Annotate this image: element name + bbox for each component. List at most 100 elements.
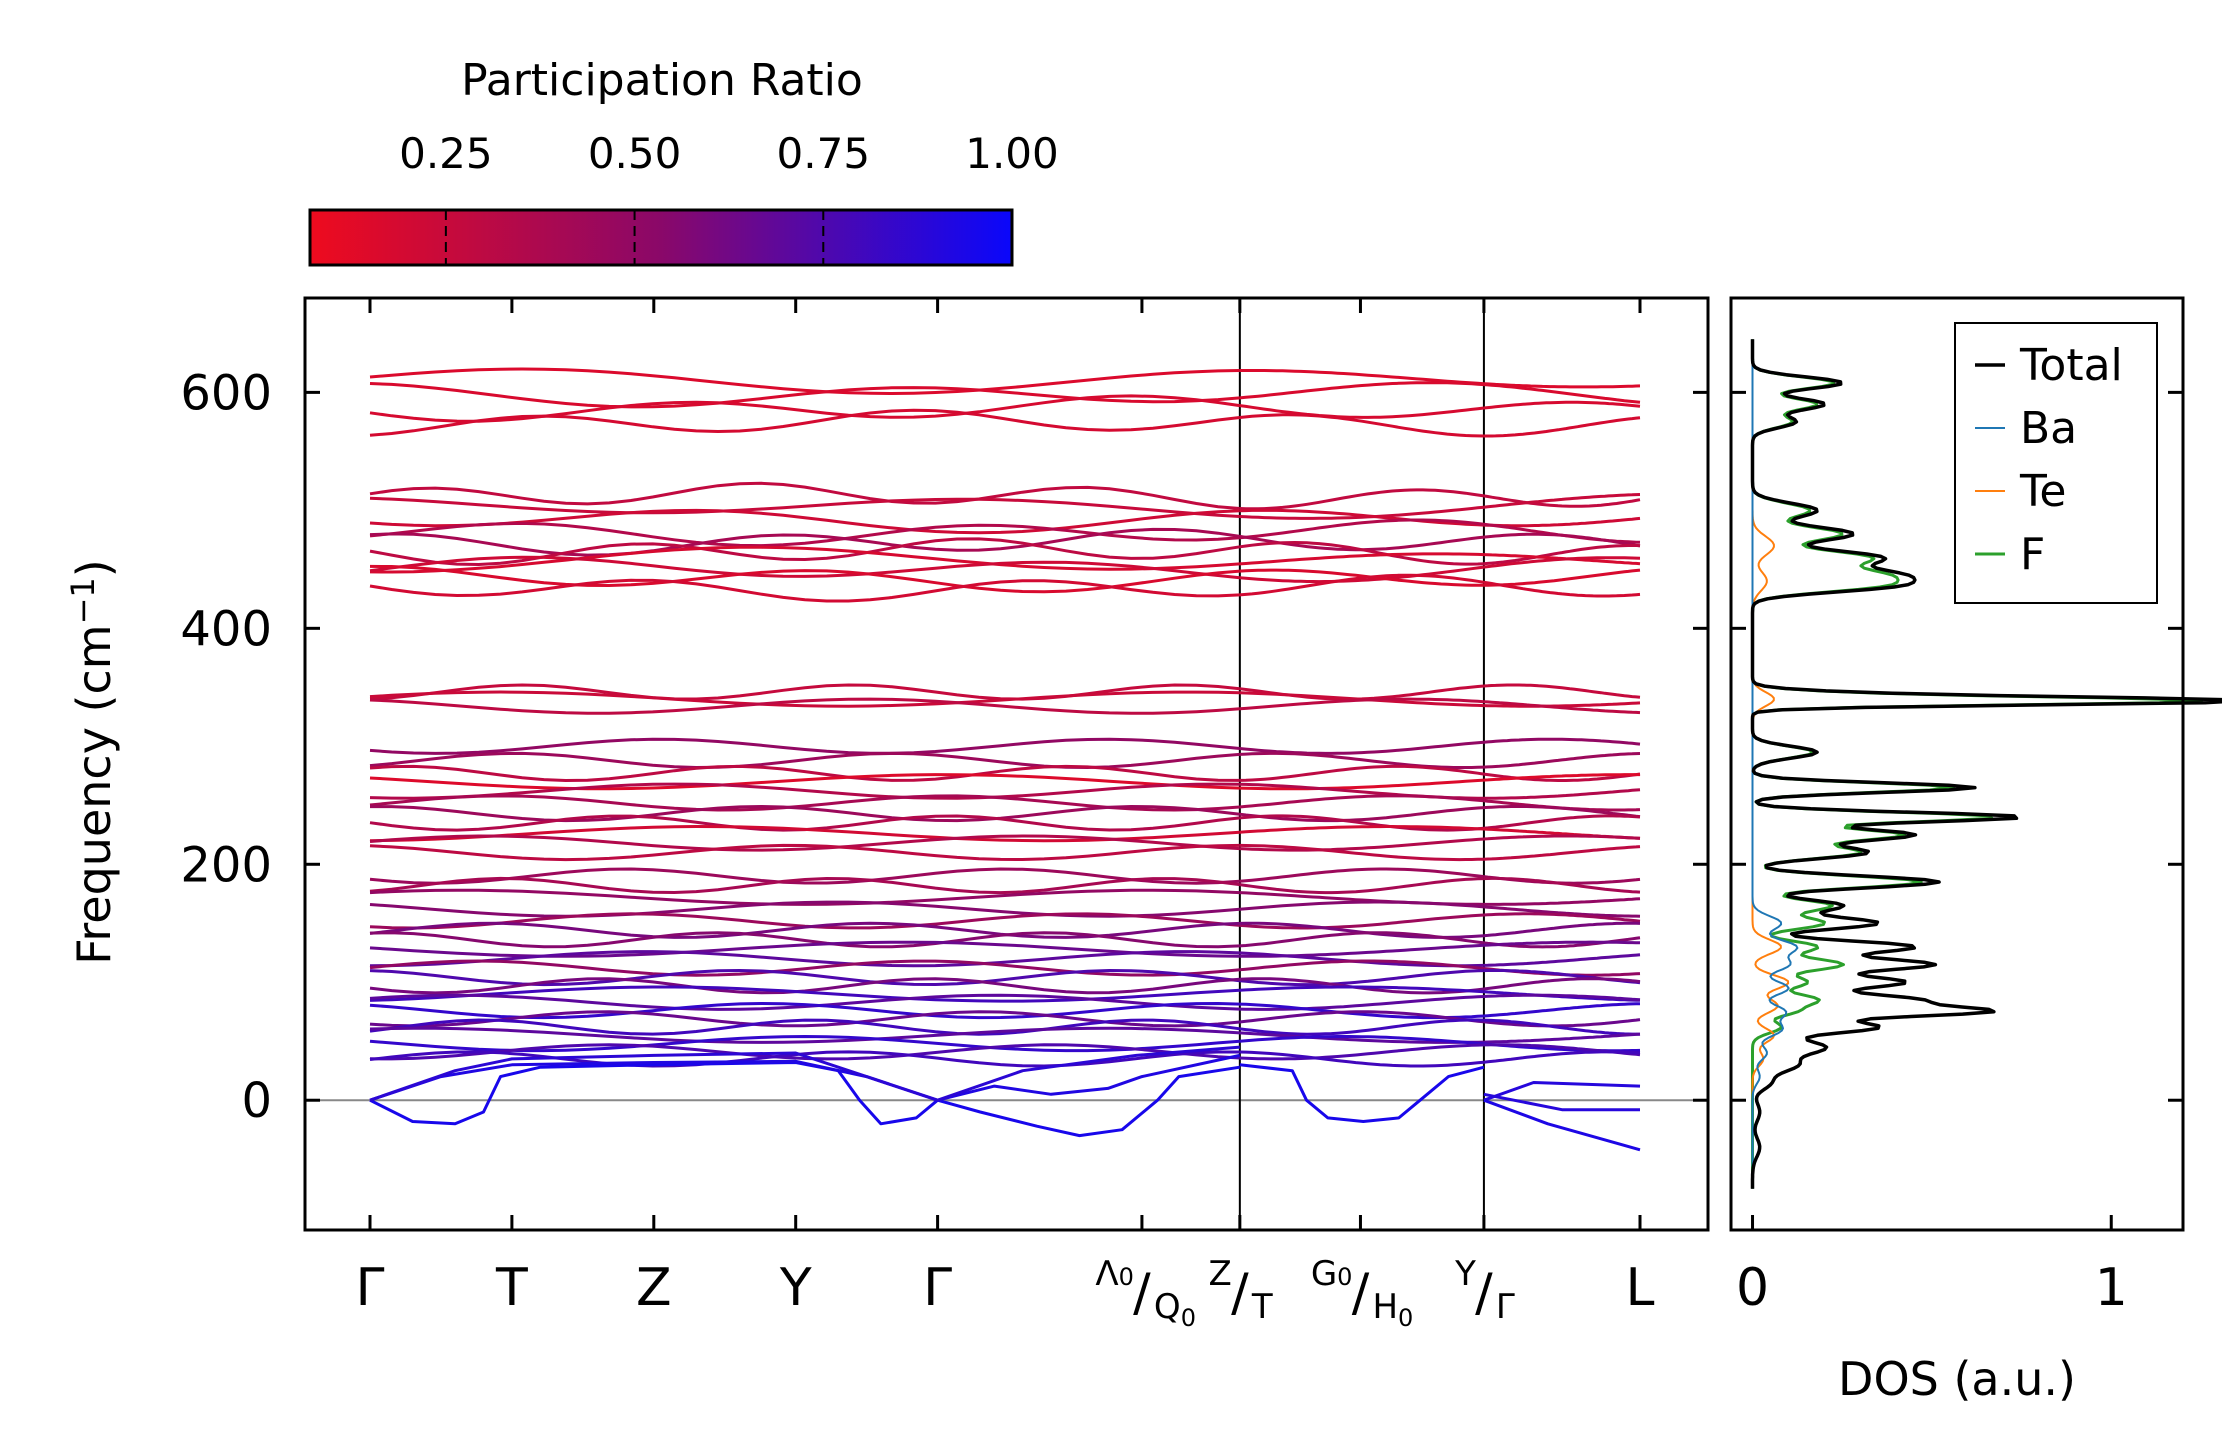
- phonon-band: [1239, 413, 1484, 438]
- phonon-band: [1483, 493, 1641, 509]
- phonon-band: [1239, 505, 1485, 520]
- phonon-band: [369, 408, 1240, 437]
- phonon-band: [1483, 845, 1641, 861]
- phonon-band: [369, 751, 1240, 770]
- acoustic-branch: [1483, 1081, 1641, 1102]
- band-x-ticks: Γ T Z Y Γ Λ0/Q0Z / TG0/H0Y / Γ L: [356, 298, 1655, 1332]
- phonon-band: [1239, 740, 1485, 755]
- colorbar: Participation Ratio 0.25 0.50 0.75 1.00: [308, 55, 1059, 267]
- y-tick-label: 0: [241, 1073, 272, 1129]
- phonon-band: [1239, 843, 1484, 862]
- phonon-band: [1239, 404, 1485, 419]
- phonon-band: [1239, 751, 1484, 769]
- phonon-band: [1483, 940, 1641, 947]
- phonon-band: [369, 993, 1240, 1011]
- phonon-band: [369, 527, 1241, 557]
- phonon-band: [1483, 556, 1641, 569]
- phonon-band: [1239, 778, 1484, 791]
- phonon-band: [1239, 867, 1485, 883]
- phonon-band: [1483, 805, 1641, 819]
- phonon-band: [1483, 382, 1641, 389]
- phonon-band: [369, 481, 1240, 510]
- phonon-band: [1239, 1050, 1485, 1068]
- phonon-band: [1483, 1002, 1641, 1018]
- phonon-band: [1483, 700, 1641, 715]
- phonon-band: [1483, 905, 1641, 918]
- x-tick-label-stacked: Z / T: [1209, 1254, 1273, 1327]
- acoustic-branch: [1239, 1063, 1485, 1123]
- phonon-band: [1239, 697, 1484, 711]
- x-tick-label: T: [495, 1258, 528, 1318]
- phonon-band: [1239, 794, 1485, 809]
- colorbar-tick-label: 0.50: [588, 129, 682, 178]
- phonon-band: [1483, 1050, 1641, 1064]
- phonon-band: [1239, 806, 1484, 823]
- phonon-band: [369, 764, 1240, 783]
- phonon-band: [1239, 1031, 1484, 1044]
- phonon-band: [1239, 488, 1485, 511]
- phonon-band: [1239, 969, 1484, 987]
- phonon-band: [1483, 1032, 1641, 1044]
- phonon-band: [369, 564, 1240, 594]
- phonon-band: [1483, 788, 1641, 800]
- colorbar-title: Participation Ratio: [461, 55, 863, 106]
- phonon-band: [369, 690, 1240, 708]
- legend-label-ba: Ba: [2020, 403, 2077, 454]
- phonon-band: [1239, 1018, 1484, 1036]
- phonon-band: [1483, 544, 1641, 566]
- legend-label-total: Total: [2019, 340, 2123, 391]
- x-tick-label-stacked: Y / Γ: [1454, 1254, 1515, 1327]
- x-tick-label-slash: /: [1133, 1263, 1151, 1323]
- x-tick-label-lower-sub: 0: [1181, 1304, 1196, 1332]
- phonon-band: [369, 382, 1240, 409]
- phonon-band: [1483, 773, 1640, 782]
- phonon-band: [369, 900, 1240, 918]
- phonon-band: [369, 555, 1240, 580]
- x-tick-label-stacked: G0/H0: [1311, 1254, 1414, 1332]
- phonon-band: [1483, 416, 1641, 438]
- phonon-band: [1483, 953, 1641, 967]
- x-tick-label: L: [1626, 1258, 1655, 1318]
- phonon-band: [1483, 580, 1641, 598]
- phonon-band: [1483, 876, 1641, 894]
- colorbar-tick-label: 0.75: [777, 129, 871, 178]
- phonon-band: [369, 782, 1240, 800]
- phonon-band: [1239, 877, 1484, 895]
- phonon-band: [1239, 1010, 1485, 1024]
- phonon-band: [369, 683, 1240, 701]
- phonon-band: [1239, 508, 1484, 527]
- band-lines: [369, 367, 1641, 1152]
- colorbar-tick-label: 0.25: [399, 129, 493, 178]
- phonon-band: [1239, 837, 1484, 852]
- phonon-band: [1239, 900, 1485, 911]
- phonon-band: [369, 508, 1240, 535]
- dos-axes-frame: [1729, 296, 2185, 1232]
- x-tick-label-upper-sub: 0: [1337, 1263, 1352, 1291]
- phonon-band: [369, 968, 1240, 987]
- phonon-band: [369, 940, 1240, 958]
- colorbar-gradient: [308, 208, 1014, 267]
- phonon-band: [369, 367, 1240, 396]
- phonon-band: [1483, 752, 1641, 769]
- phonon-band: [1483, 1018, 1641, 1036]
- y-tick-label: 600: [180, 365, 272, 421]
- phonon-band: [1483, 977, 1641, 991]
- x-tick-label-slash: /: [1231, 1263, 1249, 1323]
- dos-x-tick-label: 0: [1736, 1258, 1769, 1318]
- phonon-band: [1483, 494, 1641, 508]
- x-tick-label-upper-sub: 0: [1119, 1263, 1134, 1291]
- x-tick-label-lower: Q0: [1154, 1287, 1196, 1332]
- phonon-band: [369, 1043, 1240, 1061]
- y-axis-label-main: Frequency (cm: [67, 624, 121, 964]
- dos-legend: Total Ba Te F: [1954, 322, 2158, 604]
- phonon-band: [1239, 684, 1485, 701]
- dos-x-axis-label: DOS (a.u.): [1838, 1352, 2076, 1406]
- legend-label-te: Te: [2019, 466, 2066, 517]
- phonon-band: [369, 950, 1240, 968]
- phonon-band: [1239, 764, 1485, 782]
- y-axis-label: Frequency (cm−1): [64, 559, 121, 964]
- phonon-band: [1239, 985, 1484, 994]
- x-tick-label-slash: /: [1475, 1263, 1493, 1323]
